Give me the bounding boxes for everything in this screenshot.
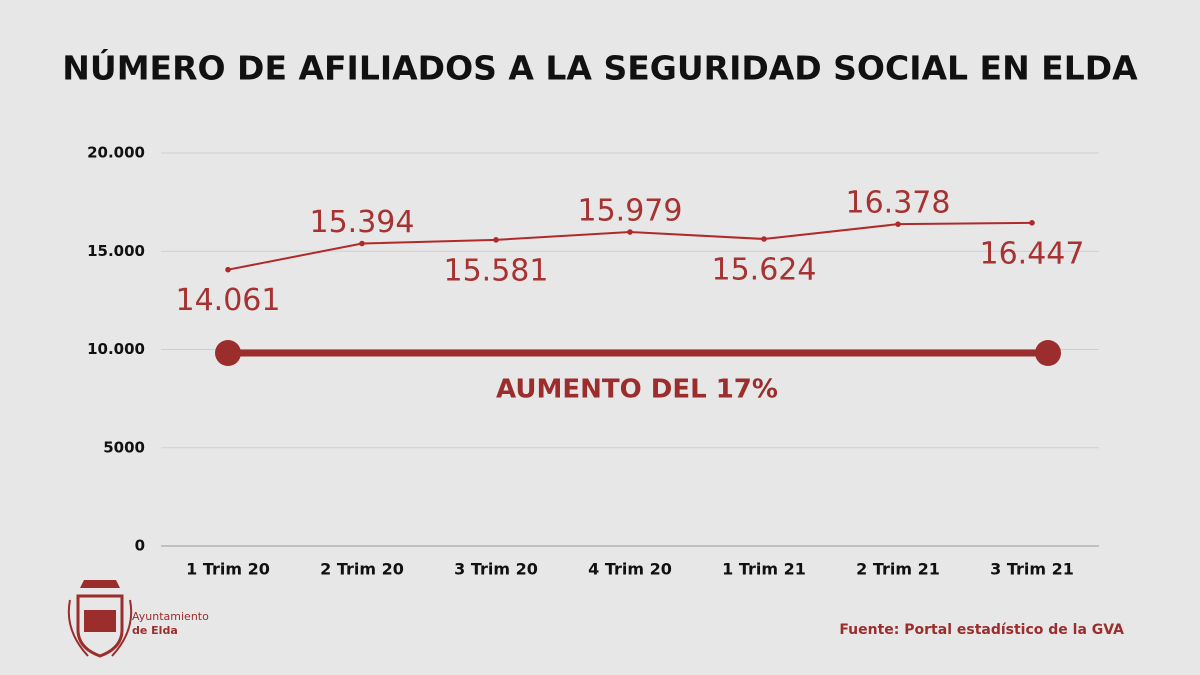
data-label: 15.581 bbox=[444, 253, 549, 288]
source: Fuente: Portal estadístico de la GVA bbox=[839, 622, 1124, 638]
logo-text: de Elda bbox=[132, 624, 178, 637]
logo-crown bbox=[80, 580, 120, 588]
data-point bbox=[761, 236, 767, 242]
data-label: 15.394 bbox=[310, 205, 415, 240]
y-tick-label: 0 bbox=[135, 537, 145, 555]
x-tick-label: 1 Trim 20 bbox=[186, 560, 270, 579]
data-point bbox=[225, 266, 231, 273]
annotation-bar bbox=[215, 340, 1061, 366]
data-label: 15.979 bbox=[578, 194, 683, 229]
logo-shield bbox=[76, 594, 124, 658]
y-tick-label: 5000 bbox=[103, 438, 145, 456]
x-tick-label: 3 Trim 20 bbox=[454, 560, 538, 579]
x-tick-label: 4 Trim 20 bbox=[588, 560, 672, 579]
data-point bbox=[493, 237, 499, 243]
logo-laurel bbox=[67, 599, 133, 657]
logo-text: Ayuntamiento bbox=[132, 610, 209, 623]
x-tick-label: 3 Trim 21 bbox=[990, 560, 1074, 579]
x-tick-label: 2 Trim 20 bbox=[320, 560, 404, 579]
data-point bbox=[627, 229, 633, 235]
data-label: 14.061 bbox=[176, 283, 281, 318]
logo: Ayuntamiento de Elda bbox=[67, 580, 209, 658]
annotation-dot bbox=[1035, 340, 1061, 366]
x-tick-label: 2 Trim 21 bbox=[856, 560, 940, 579]
x-tick-label: 1 Trim 21 bbox=[722, 560, 806, 579]
data-label: 16.447 bbox=[980, 236, 1085, 271]
data-label: 16.378 bbox=[846, 186, 951, 221]
data-point bbox=[359, 240, 365, 247]
data-point bbox=[1029, 220, 1035, 226]
annotation: AUMENTO DEL 17% bbox=[496, 375, 778, 405]
annotation-dot bbox=[215, 340, 241, 366]
y-tick-label: 20.000 bbox=[87, 144, 145, 162]
y-tick-label: 10.000 bbox=[87, 340, 145, 358]
data-label: 15.624 bbox=[712, 252, 817, 287]
y-tick-label: 15.000 bbox=[87, 242, 145, 260]
logo-castle bbox=[84, 610, 116, 632]
data-point bbox=[895, 221, 901, 227]
chart-title: NÚMERO DE AFILIADOS A LA SEGURIDAD SOCIA… bbox=[62, 48, 1138, 88]
